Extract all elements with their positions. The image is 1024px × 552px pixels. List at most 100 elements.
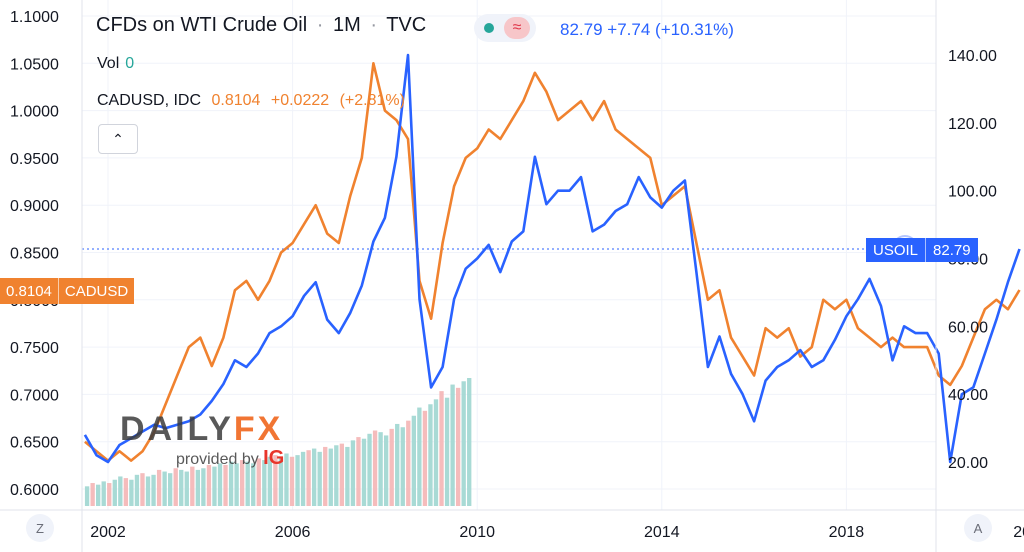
volume-bar <box>389 428 394 506</box>
volume-bar <box>162 471 167 506</box>
quote-change: +7.74 <box>607 20 651 39</box>
market-open-icon <box>484 23 494 33</box>
volume-bar <box>167 473 173 506</box>
left-tick-label: 0.7000 <box>10 387 59 404</box>
overlay-change: +0.0222 <box>270 92 330 109</box>
volume-bar <box>311 448 317 506</box>
dailyfx-watermark: DAILYFX provided by IG <box>120 410 284 470</box>
volume-bar <box>123 478 129 506</box>
left-tick-label: 0.9000 <box>10 198 59 215</box>
volume-bar <box>273 455 278 506</box>
left-tick-label: 0.6500 <box>10 435 59 452</box>
volume-bar <box>179 469 184 506</box>
volume-bar <box>395 423 400 506</box>
volume-bar <box>206 464 212 506</box>
volume-bar <box>422 410 428 506</box>
left-tick-label: 0.8500 <box>10 246 59 263</box>
chart-title[interactable]: CFDs on WTI Crude Oil · 1M · TVC <box>96 14 426 37</box>
volume-bar <box>361 438 367 506</box>
main-quote: 82.79 +7.74 (+10.31%) <box>560 20 734 40</box>
zoom-reset-button[interactable]: Z <box>26 514 54 542</box>
right-tick-label: 40.00 <box>948 387 988 404</box>
collapse-legend-button[interactable]: ⌃ <box>98 124 138 154</box>
volume-bar <box>339 443 345 506</box>
volume-bar <box>334 445 339 506</box>
overlay-pct: (+2.81%) <box>339 92 405 109</box>
wave-icon: ≈ <box>504 17 530 39</box>
provided-by-ig: provided by IG <box>176 447 285 469</box>
time-axis-ticks: 2002 2006 2010 2014 2018 2022 <box>90 524 1024 541</box>
volume-bar <box>289 456 295 506</box>
left-axis-ticks: 1.10001.05001.00000.95000.90000.85000.80… <box>10 9 59 499</box>
volume-bar <box>129 479 134 506</box>
time-tick-label: 2010 <box>459 524 495 541</box>
chevron-up-icon: ⌃ <box>112 130 124 147</box>
overlay-legend[interactable]: CADUSD, IDC 0.8104 +0.0222 (+2.81%) <box>97 92 405 110</box>
volume-bar <box>378 432 383 506</box>
volume-bar <box>417 407 422 506</box>
volume-bar <box>201 468 206 506</box>
volume-bar <box>450 384 455 506</box>
volume-bar <box>345 446 350 506</box>
volume-bar <box>400 427 405 506</box>
volume-bar <box>239 460 245 506</box>
volume-bar <box>383 435 389 506</box>
z-label: Z <box>36 520 44 536</box>
volume-bar <box>107 483 112 506</box>
volume-bar <box>228 461 234 506</box>
left-tick-label: 0.7500 <box>10 340 59 357</box>
volume-bar <box>323 446 328 506</box>
volume-bar <box>455 387 461 506</box>
volume-bar <box>284 453 289 506</box>
market-status-pill[interactable]: ≈ <box>474 14 536 42</box>
dailyfx-logo: DAILYFX <box>120 410 284 448</box>
separator-dot: · <box>370 14 377 36</box>
volume-value: 0 <box>125 55 135 72</box>
volume-label: Vol <box>97 55 120 72</box>
volume-legend[interactable]: Vol 0 <box>97 55 134 73</box>
overlay-price: 0.8104 <box>211 92 261 109</box>
left-tick-label: 1.0500 <box>10 56 59 73</box>
volume-bar <box>151 474 156 506</box>
volume-bar <box>439 391 444 506</box>
volume-bar <box>190 466 195 506</box>
separator-dot: · <box>316 14 324 36</box>
volume-bar <box>212 466 217 506</box>
volume-bar <box>461 381 466 506</box>
volume-bar <box>217 463 223 506</box>
volume-bar <box>118 476 123 506</box>
volume-bar <box>156 469 162 506</box>
usoil-line <box>83 53 1021 464</box>
volume-bar <box>433 399 439 506</box>
volume-bar <box>317 451 322 506</box>
volume-bar <box>367 433 372 506</box>
volume-bar <box>195 469 201 506</box>
volume-bar <box>84 486 90 506</box>
volume-bar <box>256 458 261 506</box>
left-tick-label: 1.0000 <box>10 104 59 121</box>
usoil-price-tag: USOIL 82.79 <box>866 238 978 262</box>
volume-bar <box>234 463 239 506</box>
volume-bar <box>145 476 151 506</box>
right-tick-label: 60.00 <box>948 319 988 336</box>
volume-bar <box>428 404 433 506</box>
usoil-tag-name: USOIL <box>873 241 919 259</box>
volume-bar <box>295 455 300 506</box>
volume-bar <box>184 471 189 506</box>
volume-bar <box>278 458 284 506</box>
time-tick-label: 2018 <box>829 524 865 541</box>
cadusd-tag-value: 0.8104 <box>6 282 52 300</box>
volume-bar <box>300 451 306 506</box>
auto-scale-button[interactable]: A <box>964 514 992 542</box>
quote-pct: (+10.31%) <box>655 20 734 39</box>
cadusd-tag-name: CADUSD <box>64 282 129 300</box>
volume-bar <box>90 483 95 506</box>
volume-bar <box>411 415 417 506</box>
tag-divider <box>57 278 59 304</box>
volume-bar <box>101 481 106 506</box>
right-tick-label: 100.00 <box>948 184 997 201</box>
left-tick-label: 1.1000 <box>10 9 59 26</box>
volume-bar <box>245 461 250 506</box>
volume-bar <box>251 463 256 506</box>
